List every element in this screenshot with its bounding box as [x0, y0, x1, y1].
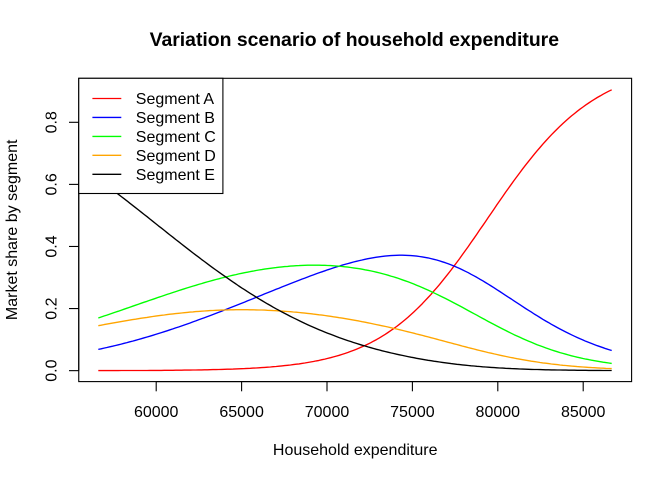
svg-text:0.4: 0.4	[43, 235, 60, 257]
svg-text:80000: 80000	[476, 404, 521, 421]
svg-text:Household expenditure: Household expenditure	[273, 442, 438, 459]
svg-text:Segment B: Segment B	[136, 110, 215, 127]
svg-text:0.6: 0.6	[43, 173, 60, 195]
svg-text:60000: 60000	[134, 404, 179, 421]
svg-text:0.2: 0.2	[43, 297, 60, 319]
svg-text:Market share by segment: Market share by segment	[4, 139, 21, 320]
svg-text:85000: 85000	[561, 404, 606, 421]
svg-text:70000: 70000	[305, 404, 350, 421]
svg-text:Segment C: Segment C	[136, 129, 216, 146]
svg-text:75000: 75000	[390, 404, 435, 421]
svg-text:Segment E: Segment E	[136, 167, 215, 184]
svg-text:0.0: 0.0	[43, 359, 60, 381]
svg-text:Segment A: Segment A	[136, 91, 215, 108]
svg-text:Segment D: Segment D	[136, 148, 216, 165]
svg-text:Variation scenario of househol: Variation scenario of household expendit…	[150, 29, 560, 51]
svg-text:0.8: 0.8	[43, 111, 60, 133]
svg-text:65000: 65000	[219, 404, 264, 421]
